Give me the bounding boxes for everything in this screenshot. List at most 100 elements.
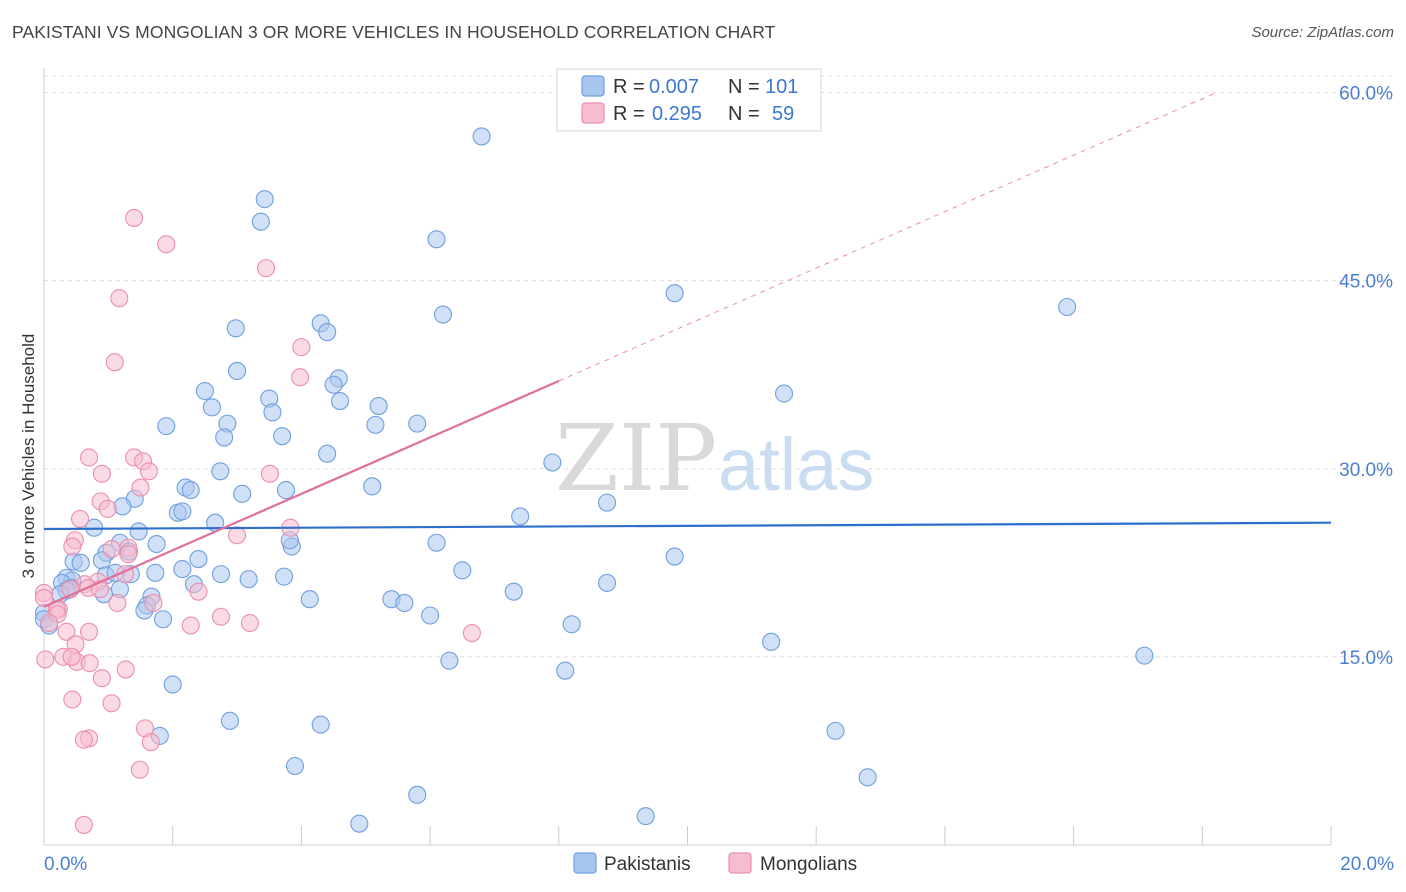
y-tick-label-30: 30.0% bbox=[1339, 460, 1393, 481]
legend-box: R = 0.007 N = 101 R = 0.295 N = 59 bbox=[556, 68, 822, 132]
pakistanis-point-31 bbox=[276, 481, 296, 500]
pakistanis-point-74 bbox=[504, 582, 523, 601]
pakistanis-point-93 bbox=[311, 715, 330, 734]
pakistanis-point-21 bbox=[366, 415, 385, 434]
pakistanis-point-39 bbox=[511, 507, 530, 526]
mongolians-point-58 bbox=[130, 760, 149, 779]
x-tick-label-max: 20.0% bbox=[1340, 854, 1394, 875]
pakistanis-point-99 bbox=[636, 807, 655, 826]
mongolians-point-51 bbox=[116, 660, 135, 679]
legend-r-value-2: 0.295 bbox=[652, 103, 702, 125]
mongolians-point-60 bbox=[74, 815, 93, 834]
pakistanis-point-54 bbox=[189, 550, 208, 569]
trend-pakistanis bbox=[43, 521, 1332, 531]
y-tick-labels: 15.0% 30.0% 45.0% 60.0% bbox=[1339, 84, 1393, 669]
mongolians-point-54 bbox=[102, 694, 121, 713]
pakistanis-point-81 bbox=[421, 606, 440, 625]
pakistanis-point-42 bbox=[129, 522, 148, 541]
mongolians-point-5 bbox=[105, 353, 124, 372]
pakistanis-point-25 bbox=[273, 427, 292, 446]
mongolians-point-43 bbox=[79, 622, 99, 641]
legend-r-label-2: R = bbox=[613, 103, 645, 125]
pakistanis-point-16 bbox=[330, 391, 350, 411]
mongolians-point-11 bbox=[260, 464, 279, 483]
pakistanis-point-34 bbox=[598, 493, 617, 512]
pakistanis-point-78 bbox=[395, 593, 414, 613]
pakistanis-point-0 bbox=[472, 127, 491, 146]
legend-n-label-1: N = bbox=[728, 76, 760, 98]
pakistanis-point-64 bbox=[239, 570, 258, 589]
mongolians-point-2 bbox=[256, 259, 276, 278]
pakistanis-point-57 bbox=[146, 563, 165, 582]
mongolians-point-44 bbox=[462, 624, 481, 643]
pakistanis-point-52 bbox=[665, 547, 684, 566]
legend-swatch-pakistanis bbox=[581, 75, 605, 97]
legend-swatch-mongolians bbox=[581, 102, 605, 124]
pakistanis-point-8 bbox=[226, 319, 245, 338]
mongolians-point-16 bbox=[70, 509, 90, 528]
pakistanis-point-94 bbox=[826, 721, 845, 740]
pakistanis-point-100 bbox=[350, 814, 369, 833]
legend-n-value-2: 59 bbox=[772, 103, 794, 125]
pakistanis-point-26 bbox=[318, 444, 337, 463]
mongolians-point-10 bbox=[139, 462, 158, 481]
gridlines bbox=[44, 75, 1394, 658]
mongolians-point-40 bbox=[181, 616, 200, 635]
pakistanis-point-88 bbox=[1135, 646, 1154, 665]
pakistanis-point-10 bbox=[228, 361, 247, 381]
mongolians-point-38 bbox=[211, 607, 231, 626]
pakistanis-point-4 bbox=[665, 284, 684, 303]
pakistanis-point-22 bbox=[408, 414, 427, 433]
pakistanis-point-1 bbox=[255, 190, 274, 209]
pakistanis-point-33 bbox=[181, 481, 200, 500]
mongolians-point-15 bbox=[98, 499, 117, 518]
mongolians-point-49 bbox=[62, 647, 81, 666]
pakistanis-point-6 bbox=[433, 305, 453, 324]
pakistanis-point-13 bbox=[195, 381, 214, 401]
pakistanis-point-63 bbox=[274, 567, 294, 586]
mongolians-point-9 bbox=[79, 448, 99, 467]
pakistanis-point-56 bbox=[453, 561, 472, 580]
trend-lines bbox=[558, 92, 1216, 382]
pakistanis-point-67 bbox=[598, 573, 617, 592]
mongolians-point-42 bbox=[57, 622, 76, 641]
pakistanis-point-43 bbox=[147, 534, 166, 554]
legend-n-value-1: 101 bbox=[765, 76, 798, 98]
mongolians-point-3 bbox=[110, 289, 129, 308]
watermark-atlas: atlas bbox=[718, 423, 874, 506]
legend-n-label-2: N = bbox=[728, 103, 760, 125]
mongolians-point-52 bbox=[92, 669, 111, 688]
mongolians-point-12 bbox=[92, 464, 111, 483]
mongolians-point-20 bbox=[228, 526, 247, 545]
series-mongolians bbox=[34, 208, 481, 834]
bottom-legend: Pakistanis Mongolians bbox=[573, 852, 857, 875]
pakistanis-point-97 bbox=[858, 768, 877, 787]
y-tick-label-15: 15.0% bbox=[1339, 648, 1393, 669]
pakistanis-point-3 bbox=[427, 230, 446, 249]
pakistanis-point-96 bbox=[285, 756, 305, 776]
mongolians-point-34 bbox=[144, 593, 163, 613]
mongolians-point-39 bbox=[240, 613, 259, 633]
pakistanis-point-9 bbox=[318, 323, 337, 342]
mongolians-point-48 bbox=[80, 654, 99, 673]
chart-title: PAKISTANI VS MONGOLIAN 3 OR MORE VEHICLE… bbox=[12, 22, 776, 42]
y-axis-label: 3 or more Vehicles in Household bbox=[19, 334, 38, 579]
x-axis-ticks bbox=[172, 826, 1332, 845]
pakistanis-point-38 bbox=[173, 502, 192, 521]
mongolians-point-41 bbox=[40, 613, 59, 633]
y-tick-label-45: 45.0% bbox=[1339, 272, 1393, 293]
pakistanis-point-44 bbox=[427, 533, 446, 552]
mongolians-point-30 bbox=[189, 582, 208, 601]
series-pakistanis bbox=[34, 127, 1154, 833]
bottom-legend-swatch-mongolians bbox=[728, 852, 752, 874]
mongolians-point-1 bbox=[157, 235, 176, 254]
pakistanis-point-12 bbox=[324, 375, 343, 394]
pakistanis-point-29 bbox=[363, 477, 382, 496]
pakistanis-point-55 bbox=[173, 560, 192, 579]
bottom-legend-label-mongolians: Mongolians bbox=[760, 854, 857, 875]
legend-r-label-1: R = bbox=[613, 76, 645, 98]
mongolians-point-0 bbox=[125, 208, 144, 228]
pakistanis-point-92 bbox=[220, 711, 240, 730]
pakistanis-point-36 bbox=[113, 497, 132, 516]
watermark-zip: ZIP bbox=[555, 405, 717, 512]
